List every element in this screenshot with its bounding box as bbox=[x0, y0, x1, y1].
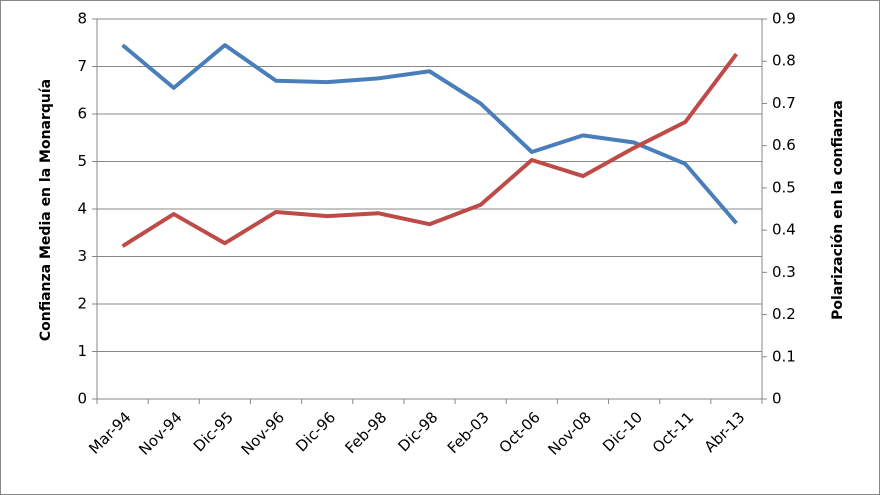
y-tick-label: 1 bbox=[77, 342, 87, 360]
y2-tick-label: 0.4 bbox=[772, 221, 796, 239]
y2-tick-label: 0 bbox=[772, 390, 782, 408]
y2-tick-label: 0.8 bbox=[772, 52, 796, 70]
y-axis-title: Confianza Media en la Monarquía bbox=[38, 79, 54, 341]
y-tick-label: 5 bbox=[77, 152, 87, 170]
y2-tick-label: 0.9 bbox=[772, 10, 796, 28]
y-tick-label: 3 bbox=[77, 247, 87, 265]
y-tick-label: 8 bbox=[77, 10, 87, 28]
y-tick-label: 4 bbox=[77, 200, 87, 218]
y-tick-label: 0 bbox=[77, 390, 87, 408]
y2-tick-label: 0.1 bbox=[772, 347, 796, 365]
y-tick-label: 6 bbox=[77, 105, 87, 123]
y2-tick-label: 0.5 bbox=[772, 178, 796, 196]
y2-tick-label: 0.7 bbox=[772, 94, 796, 112]
y2-tick-label: 0.2 bbox=[772, 305, 796, 323]
y2-axis-title: Polarización en la confianza bbox=[830, 100, 846, 320]
y-tick-label: 7 bbox=[77, 57, 87, 75]
series-line bbox=[121, 52, 739, 248]
series-line bbox=[121, 43, 738, 225]
y2-tick-label: 0.3 bbox=[772, 263, 796, 281]
y-tick-label: 2 bbox=[77, 295, 87, 313]
y2-tick-label: 0.6 bbox=[772, 136, 796, 154]
